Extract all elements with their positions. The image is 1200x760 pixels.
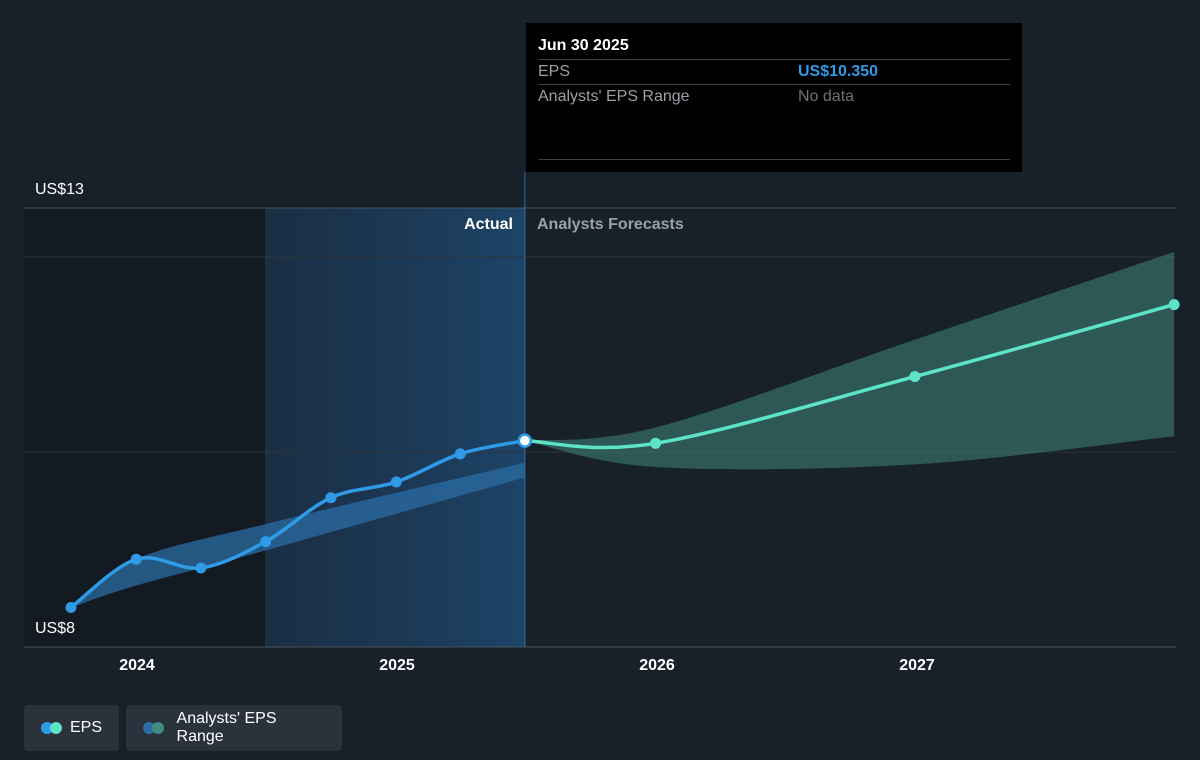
eps-forecast-line (523, 302, 1176, 450)
tooltip-divider (538, 159, 1010, 160)
tooltip-eps-label: EPS (538, 63, 571, 80)
tooltip-range-label: Analysts' EPS Range (538, 88, 690, 105)
actual-highlight (266, 208, 525, 647)
tooltip-range-value: No data (798, 88, 855, 105)
legend-item-eps[interactable]: EPS (24, 705, 119, 751)
tooltip-row-eps: EPS US$10.350 (538, 59, 1010, 84)
legend-range-label: Analysts' EPS Range (176, 710, 277, 745)
tooltip-date: Jun 30 2025 (538, 37, 629, 54)
y-axis-top-label: US$13 (35, 181, 84, 198)
legend-eps-swatch (41, 722, 62, 734)
x-tick-2024: 2024 (119, 657, 155, 674)
hovered-point (517, 433, 533, 448)
eps-point-2023-12-31 (130, 553, 142, 565)
tooltip-row-range: Analysts' EPS Range No data (538, 84, 1010, 109)
eps-point-2024-06-30 (260, 536, 272, 548)
x-tick-2025: 2025 (379, 657, 415, 674)
actual-eps-range-band (70, 462, 525, 608)
eps-point-2023-09-30 (65, 601, 77, 613)
eps-point-2024-03-31 (195, 562, 207, 574)
forecast-eps-range-band (524, 251, 1175, 470)
eps-point-2024-09-30 (325, 492, 337, 504)
legend-eps-label: EPS (69, 719, 102, 736)
x-tick-2027: 2027 (899, 657, 935, 674)
forecast-point-2025-12-31 (650, 437, 662, 449)
forecast-point-2027-12-31 (1168, 299, 1180, 311)
tooltip-eps-value: US$10.350 (798, 63, 879, 80)
x-tick-2026: 2026 (639, 657, 675, 674)
legend-range-swatch (143, 722, 167, 734)
forecast-point-2026-12-31 (909, 371, 921, 383)
actual-region-label: Actual (464, 216, 513, 233)
eps-point-2025-03-31 (454, 448, 466, 460)
y-axis-bottom-label: US$8 (35, 620, 76, 637)
forecast-region-label: Analysts Forecasts (537, 216, 684, 233)
eps-point-2024-12-31 (390, 476, 402, 488)
legend-item-eps-range[interactable]: Analysts' EPS Range (126, 705, 342, 751)
hover-tooltip: Jun 30 2025 EPS US$10.350 Analysts' EPS … (526, 23, 1022, 172)
